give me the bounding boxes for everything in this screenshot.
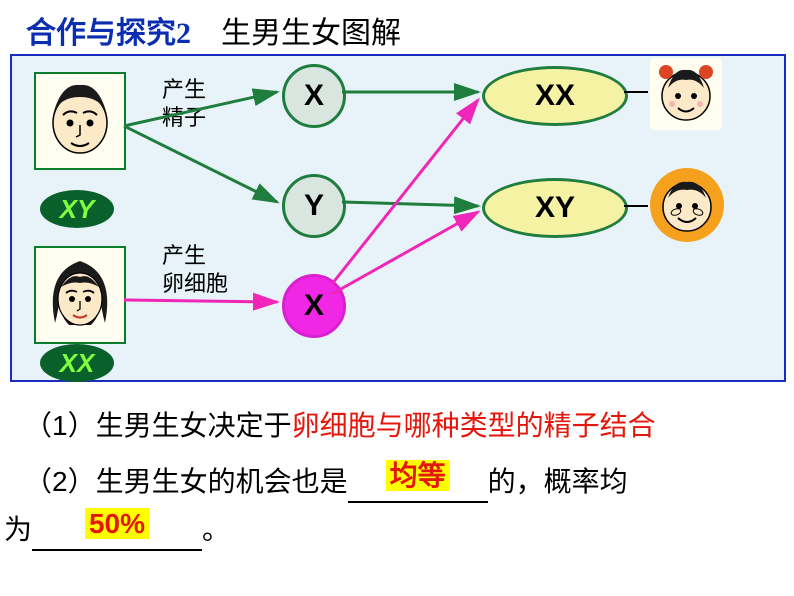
title-row: 合作与探究2 生男生女图解 — [0, 0, 794, 58]
female-badge-text: XX — [60, 348, 95, 379]
male-chromosome-badge: XY — [40, 190, 114, 228]
question-1: （1）生男生女决定于卵细胞与哪种类型的精子结合 — [24, 406, 774, 445]
diagram-panel: XY XX 产生 精子 产生 卵细胞 X Y X — [10, 54, 786, 382]
gamete-y-text: Y — [304, 189, 324, 223]
offspring-xy-text: XY — [535, 191, 575, 225]
q2-suffix: 。 — [202, 514, 230, 545]
gamete-x-text: X — [304, 79, 324, 113]
sperm-label: 产生 精子 — [162, 76, 206, 131]
gamete-y-circle: Y — [282, 174, 346, 238]
egg-label-l1: 产生 — [162, 243, 206, 268]
male-badge-text: XY — [60, 194, 95, 225]
gamete-egg-circle: X — [282, 274, 346, 338]
question-2-line1: （2）生男生女的机会也是 均等 的，概率均 — [24, 462, 774, 503]
female-face — [34, 246, 126, 344]
q2-blank2: 50% — [32, 510, 202, 551]
gamete-x-circle: X — [282, 64, 346, 128]
q1-answer: 卵细胞与哪种类型的精子结合 — [292, 410, 656, 441]
offspring-xx-text: XX — [535, 79, 575, 113]
q2-fill1: 均等 — [386, 460, 450, 491]
question-2-line2: 为 50% 。 — [4, 510, 754, 551]
q2-prefix: （2）生男生女的机会也是 — [24, 466, 348, 497]
q2-blank1: 均等 — [348, 462, 488, 503]
offspring-xx-ellipse: XX — [482, 66, 628, 126]
sperm-label-l2: 精子 — [162, 105, 206, 130]
offspring-xy-ellipse: XY — [482, 178, 628, 238]
gamete-egg-text: X — [304, 289, 324, 323]
boy-face — [650, 168, 724, 242]
female-chromosome-badge: XX — [40, 344, 114, 382]
q1-prefix: （1）生男生女决定于 — [24, 410, 292, 441]
egg-label: 产生 卵细胞 — [162, 242, 228, 297]
male-face — [34, 72, 126, 170]
q2-mid: 的，概率均 — [488, 466, 628, 497]
title-main: 生男生女图解 — [221, 8, 401, 52]
title-prefix: 合作与探究2 — [26, 8, 191, 52]
q2-prefix2: 为 — [4, 514, 32, 545]
egg-label-l2: 卵细胞 — [162, 271, 228, 296]
girl-face — [650, 58, 722, 130]
q2-fill2: 50% — [85, 508, 149, 539]
sperm-label-l1: 产生 — [162, 77, 206, 102]
